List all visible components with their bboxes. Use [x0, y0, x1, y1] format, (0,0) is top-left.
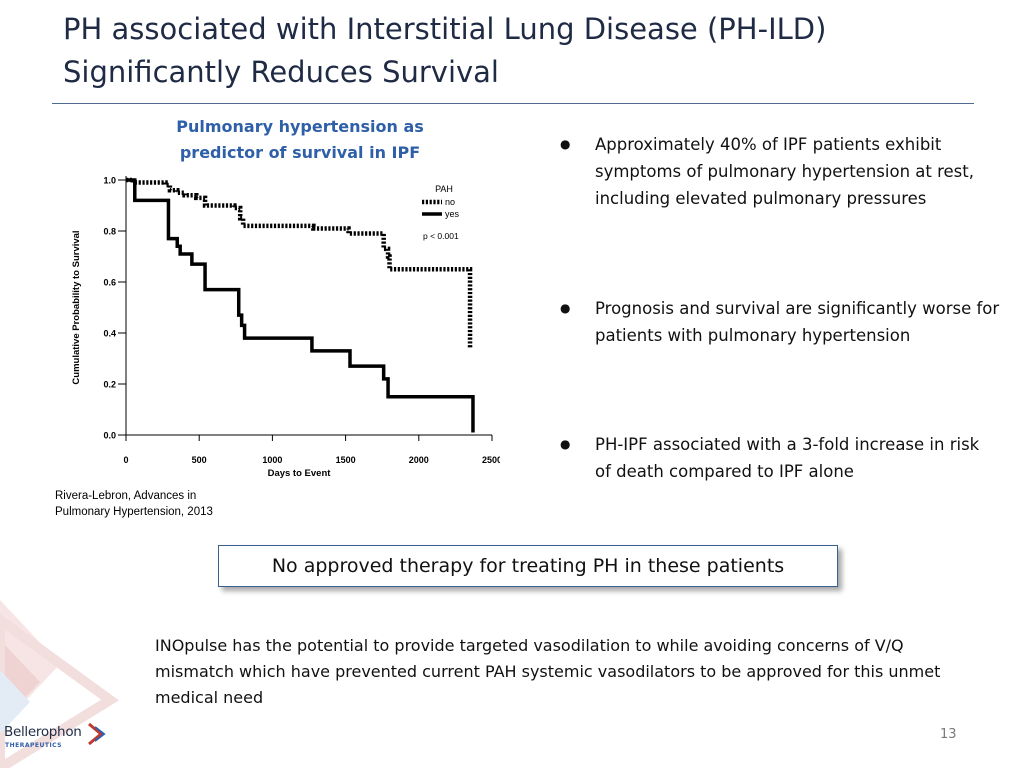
citation: Rivera-Lebron, Advances in Pulmonary Hyp… — [55, 488, 285, 520]
chart-heading: Pulmonary hypertension as predictor of s… — [150, 114, 450, 166]
bullet-text: Prognosis and survival are significantly… — [595, 299, 1000, 345]
callout-box: No approved therapy for treating PH in t… — [218, 545, 838, 587]
citation-line2: Pulmonary Hypertension, 2013 — [55, 506, 213, 518]
y-tick-label: 0.0 — [103, 431, 116, 441]
survival-chart: 0.0 0.2 0.4 0.6 0.8 1.0 0 500 1000 1500 2000 2500 Da… — [71, 176, 500, 480]
y-tick-label: 0.8 — [103, 227, 116, 237]
chart-heading-line1: Pulmonary hypertension as — [176, 117, 424, 136]
y-tick-label: 0.4 — [103, 329, 116, 339]
x-tick-label: 0 — [123, 455, 128, 465]
title-divider — [52, 103, 974, 104]
legend-label-no: no — [445, 197, 455, 207]
x-tick-label: 1500 — [336, 455, 356, 465]
citation-line1: Rivera-Lebron, Advances in — [55, 490, 197, 502]
decorative-chevron-graphic — [0, 600, 119, 768]
logo-name: Bellerophon — [4, 724, 82, 740]
series-line-yes — [126, 178, 475, 433]
y-tick-label: 1.0 — [103, 176, 116, 186]
bullet-dot-icon: ● — [560, 137, 571, 151]
bullet-text: Approximately 40% of IPF patients exhibi… — [595, 135, 974, 208]
x-tick-label: 500 — [192, 455, 207, 465]
y-axis-label: Cumulative Probability to Survival — [71, 230, 82, 384]
x-tick-label: 2000 — [409, 455, 429, 465]
logo-chevron-icon — [88, 722, 106, 746]
bullet-dot-icon: ● — [560, 301, 571, 315]
chart-plot: 0.0 0.2 0.4 0.6 0.8 1.0 0 500 1000 1500 2000 2500 Da… — [71, 176, 500, 480]
slide-title: PH associated with Interstitial Lung Dis… — [63, 8, 963, 94]
page-number: 13 — [940, 727, 957, 742]
bullet-item: ● Approximately 40% of IPF patients exhi… — [560, 131, 1000, 212]
y-tick-label: 0.2 — [103, 380, 116, 390]
bullet-item: ● PH-IPF associated with a 3-fold increa… — [560, 431, 1000, 485]
x-tick-label: 2500 — [482, 455, 500, 465]
x-axis-label: Days to Event — [268, 468, 332, 479]
legend-title: PAH — [435, 184, 453, 194]
slide-title-line1: PH associated with Interstitial Lung Dis… — [63, 12, 827, 46]
bullet-item: ● Prognosis and survival are significant… — [560, 295, 1000, 349]
p-value-annotation: p < 0.001 — [423, 231, 459, 241]
logo-subtitle: THERAPEUTICS — [5, 742, 63, 749]
callout-text: No approved therapy for treating PH in t… — [271, 555, 785, 577]
bullet-text: PH-IPF associated with a 3-fold increase… — [595, 435, 980, 481]
inopulse-statement: INOpulse has the potential to provide ta… — [155, 636, 941, 707]
bellerophon-logo: Bellerophon THERAPEUTICS — [4, 722, 114, 762]
series-line-no — [126, 177, 473, 349]
bullet-dot-icon: ● — [560, 437, 571, 451]
x-tick-label: 1000 — [262, 455, 282, 465]
slide-title-line2: Significantly Reduces Survival — [63, 55, 499, 89]
chart-heading-line2: predictor of survival in IPF — [179, 143, 421, 162]
legend-label-yes: yes — [445, 209, 460, 219]
y-tick-label: 0.6 — [103, 278, 116, 288]
